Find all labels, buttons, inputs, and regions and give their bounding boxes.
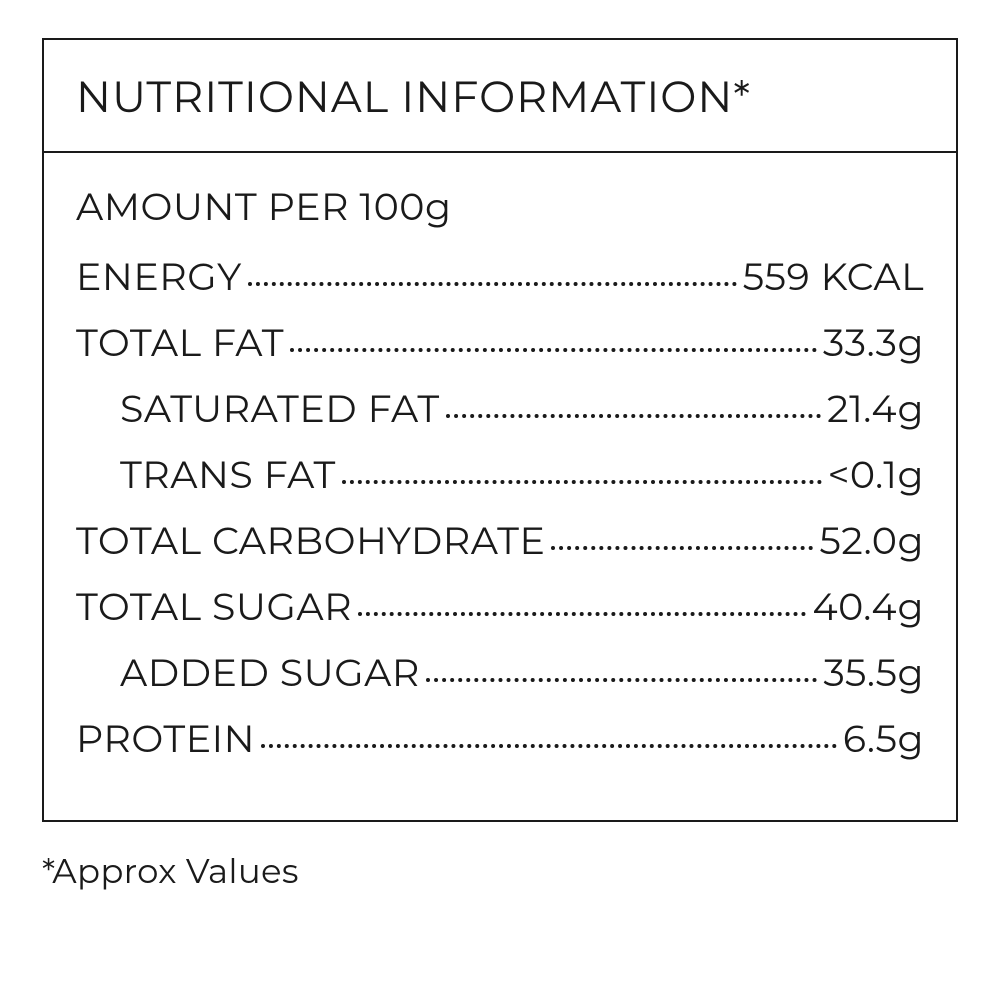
nutrition-panel: NUTRITIONAL INFORMATION* AMOUNT PER 100g… bbox=[42, 38, 958, 822]
nutrition-value: <0.1g bbox=[828, 456, 924, 494]
leader-dots bbox=[446, 414, 821, 418]
nutrition-label: ENERGY bbox=[76, 258, 242, 296]
nutrition-row: ENERGY 559 KCAL bbox=[76, 258, 924, 296]
nutrition-row: ADDED SUGAR 35.5g bbox=[76, 654, 924, 692]
leader-dots bbox=[342, 480, 822, 484]
nutrition-label: TOTAL SUGAR bbox=[76, 588, 352, 626]
nutrition-value: 40.4g bbox=[812, 588, 924, 626]
nutrition-value: 559 KCAL bbox=[743, 258, 924, 296]
nutrition-value: 35.5g bbox=[823, 654, 924, 692]
panel-title: NUTRITIONAL INFORMATION* bbox=[76, 70, 924, 123]
nutrition-row: SATURATED FAT 21.4g bbox=[76, 390, 924, 428]
nutrition-row: TOTAL SUGAR 40.4g bbox=[76, 588, 924, 626]
nutrition-value: 21.4g bbox=[827, 390, 924, 428]
panel-header: NUTRITIONAL INFORMATION* bbox=[44, 40, 956, 153]
nutrition-value: 6.5g bbox=[843, 720, 924, 758]
footnote: *Approx Values bbox=[42, 850, 958, 892]
nutrition-row: PROTEIN 6.5g bbox=[76, 720, 924, 758]
leader-dots bbox=[261, 744, 837, 748]
serving-size: AMOUNT PER 100g bbox=[76, 183, 924, 230]
nutrition-label: PROTEIN bbox=[76, 720, 255, 758]
nutrition-row: TOTAL CARBOHYDRATE 52.0g bbox=[76, 522, 924, 560]
nutrition-label: TOTAL CARBOHYDRATE bbox=[76, 522, 545, 560]
leader-dots bbox=[248, 282, 737, 286]
nutrition-row: TOTAL FAT 33.3g bbox=[76, 324, 924, 362]
leader-dots bbox=[290, 348, 817, 352]
panel-body: AMOUNT PER 100g ENERGY 559 KCAL TOTAL FA… bbox=[44, 153, 956, 820]
nutrition-label: SATURATED FAT bbox=[76, 390, 440, 428]
leader-dots bbox=[358, 612, 806, 616]
leader-dots bbox=[551, 546, 813, 550]
nutrition-row: TRANS FAT <0.1g bbox=[76, 456, 924, 494]
nutrition-label: TOTAL FAT bbox=[76, 324, 284, 362]
nutrition-label: TRANS FAT bbox=[76, 456, 336, 494]
leader-dots bbox=[426, 678, 817, 682]
nutrition-value: 33.3g bbox=[823, 324, 924, 362]
nutrition-label: ADDED SUGAR bbox=[76, 654, 420, 692]
nutrition-value: 52.0g bbox=[819, 522, 924, 560]
